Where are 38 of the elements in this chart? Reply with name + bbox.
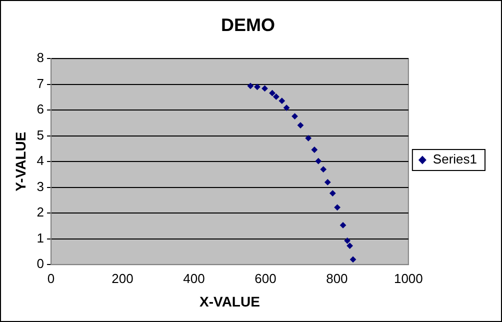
point <box>305 134 312 142</box>
point <box>324 179 331 186</box>
point <box>269 90 276 96</box>
y-axis-title: Y-VALUE <box>12 132 28 192</box>
y-tick-label: 1 <box>36 230 44 246</box>
x-tick-label: 400 <box>183 270 205 286</box>
point <box>297 122 304 128</box>
point <box>329 190 336 196</box>
point <box>292 113 298 120</box>
y-tick-label: 2 <box>36 204 44 220</box>
point <box>344 237 351 244</box>
x-tick-label: 600 <box>254 270 276 286</box>
x-tick-label: 1000 <box>394 270 423 286</box>
x-tick-label: 200 <box>112 270 134 286</box>
y-tick-label: 0 <box>36 256 44 272</box>
point <box>346 242 354 250</box>
y-tick-label: 5 <box>36 127 44 142</box>
chart-title: DEMO <box>221 14 275 35</box>
point <box>311 146 318 153</box>
point <box>315 158 322 164</box>
x-axis-title: X-VALUE <box>200 293 260 310</box>
point <box>350 256 356 263</box>
x-tick-label: 0 <box>47 270 55 286</box>
x-tick-label: 800 <box>326 270 348 286</box>
point <box>272 94 280 100</box>
point <box>320 166 327 173</box>
point <box>283 104 290 111</box>
point <box>254 84 260 90</box>
point <box>340 222 346 228</box>
y-tick-label: 4 <box>36 153 44 168</box>
y-tick-label: 3 <box>36 178 44 194</box>
y-tick-label: 6 <box>36 102 44 117</box>
legend-label: Series1 <box>432 152 477 167</box>
y-tick-label: 7 <box>36 76 44 91</box>
point <box>278 98 286 104</box>
point <box>334 204 340 211</box>
y-tick-label: 8 <box>36 50 44 66</box>
point <box>247 82 254 90</box>
